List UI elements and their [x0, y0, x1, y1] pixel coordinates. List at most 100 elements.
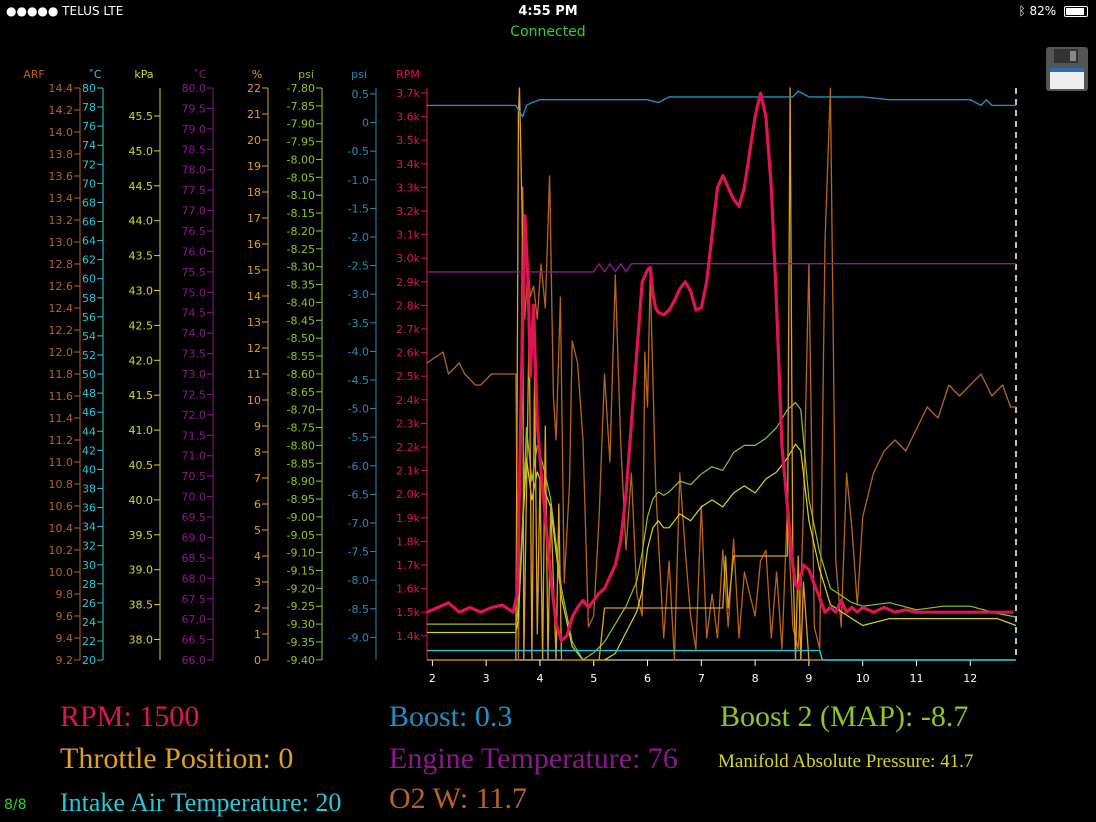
tick-label: 15	[247, 264, 261, 277]
tick-label: 11.6	[49, 390, 74, 403]
tick-label: -9.40	[287, 654, 315, 667]
tick-label: -5.0	[348, 403, 369, 416]
tick-label: 73.0	[182, 368, 207, 381]
tick-label: 0	[362, 117, 369, 130]
tick-label: 18	[247, 186, 261, 199]
tick-label: -1.5	[348, 202, 369, 215]
tick-label: 21	[247, 108, 261, 121]
rpm-readout: RPM: 1500	[60, 700, 200, 733]
series-rpm	[426, 91, 1014, 643]
axis-kpa: kPa 45.5 45.0 44.5 44.0 43.5 43.0 42.5 42.0 41.5 4…	[129, 68, 161, 660]
tick-label: 68	[82, 196, 96, 209]
tick-label: 7	[254, 472, 261, 485]
tick-label: -3.0	[348, 288, 369, 301]
series-intake-air-temperature	[427, 649, 1016, 661]
axis-title-eng: ˚C	[193, 68, 207, 81]
tick-label: -8.40	[287, 296, 315, 309]
tick-label: 8	[254, 446, 261, 459]
tick-label: 22	[82, 635, 96, 648]
boost-readout: Boost: 0.3	[389, 700, 513, 733]
tick-label: 44	[82, 425, 96, 438]
tick-label: -6.5	[348, 488, 369, 501]
tick-label: 0	[254, 654, 261, 667]
tick-label: 32	[82, 540, 96, 553]
tick-label: -9.0	[348, 631, 369, 644]
series-boost-2-map-	[427, 401, 1017, 661]
tick-label: -7.90	[287, 118, 315, 131]
tick-label: -8.75	[287, 422, 315, 435]
tick-label: 22	[247, 82, 261, 95]
tick-label: 74.0	[182, 327, 207, 340]
tick-label: -8.30	[287, 261, 315, 274]
series-throttle-position	[427, 87, 1016, 661]
tick-label: 9.2	[56, 654, 74, 667]
tick-label: 2.5k	[396, 370, 420, 383]
tick-label: 71.0	[182, 450, 207, 463]
tick-label: 73.5	[182, 348, 207, 361]
tick-label: 9.8	[56, 588, 74, 601]
tick-label: 40.5	[129, 459, 154, 472]
x-tick-label: 5	[590, 672, 597, 685]
tick-label: -8.50	[287, 332, 315, 345]
tick-label: 14.2	[49, 104, 74, 117]
axis-rpm: RPM 3.7k 3.6k 3.5k 3.4k 3.3k 3.2k 3.1k 3.0k 2.9k 2…	[396, 68, 428, 660]
tick-label: 43.5	[129, 250, 154, 263]
tick-label: -0.5	[348, 145, 369, 158]
tick-label: -9.35	[287, 636, 315, 649]
tick-label: -7.80	[287, 82, 315, 95]
tick-label: 13.2	[49, 214, 74, 227]
battery-icon	[1064, 6, 1088, 17]
save-icon[interactable]	[1045, 46, 1089, 92]
tick-label: 12	[247, 342, 261, 355]
tick-label: -6.0	[348, 460, 369, 473]
tick-label: -9.20	[287, 582, 315, 595]
tick-label: 66.0	[182, 654, 207, 667]
tick-label: 0.5	[352, 88, 370, 101]
tick-label: 3.6k	[396, 111, 420, 124]
tick-label: -7.5	[348, 546, 369, 559]
tick-label: 11.4	[49, 412, 74, 425]
tick-label: -4.0	[348, 345, 369, 358]
tick-label: 11.2	[49, 434, 74, 447]
tick-label: 2.0k	[396, 488, 420, 501]
tick-label: -8.90	[287, 475, 315, 488]
iat-readout: Intake Air Temperature: 20	[60, 788, 342, 817]
page-indicator: 8/8	[4, 797, 27, 813]
tick-label: 48	[82, 387, 96, 400]
series-manifold-absolute-pressure	[427, 443, 1017, 661]
tick-label: 62	[82, 254, 96, 267]
tick-label: 43.0	[129, 285, 154, 298]
x-tick-label: 7	[698, 672, 705, 685]
boost2-readout: Boost 2 (MAP): -8.7	[720, 700, 969, 733]
engine-temp-readout: Engine Temperature: 76	[389, 742, 678, 775]
x-tick-label: 8	[752, 672, 759, 685]
tick-label: 9.4	[56, 632, 74, 645]
tick-label: -9.30	[287, 618, 315, 631]
tick-label: 20	[247, 134, 261, 147]
tick-label: 66	[82, 215, 96, 228]
tick-label: -8.55	[287, 350, 315, 363]
tick-label: 10	[247, 394, 261, 407]
tick-label: 38	[82, 482, 96, 495]
tick-label: -8.80	[287, 439, 315, 452]
tick-label: 58	[82, 292, 96, 305]
series-engine-temperature	[427, 263, 1016, 273]
tick-label: 13	[247, 316, 261, 329]
axis-title-psi2: psi	[298, 68, 314, 81]
tick-label: -1.0	[348, 174, 369, 187]
tick-label: -7.0	[348, 517, 369, 530]
tick-label: 10.2	[49, 544, 74, 557]
tick-label: 78.5	[182, 143, 207, 156]
tick-label: -2.0	[348, 231, 369, 244]
tick-label: 42	[82, 444, 96, 457]
tick-label: 13.0	[49, 236, 74, 249]
tick-label: 14	[247, 290, 261, 303]
tick-label: 1.4k	[396, 630, 420, 643]
tick-label: 42.5	[129, 319, 154, 332]
tick-label: 74	[82, 139, 96, 152]
tick-label: -8.60	[287, 368, 315, 381]
tick-label: 17	[247, 212, 261, 225]
tick-label: 13.6	[49, 170, 74, 183]
axis-title-rpm: RPM	[396, 68, 420, 81]
